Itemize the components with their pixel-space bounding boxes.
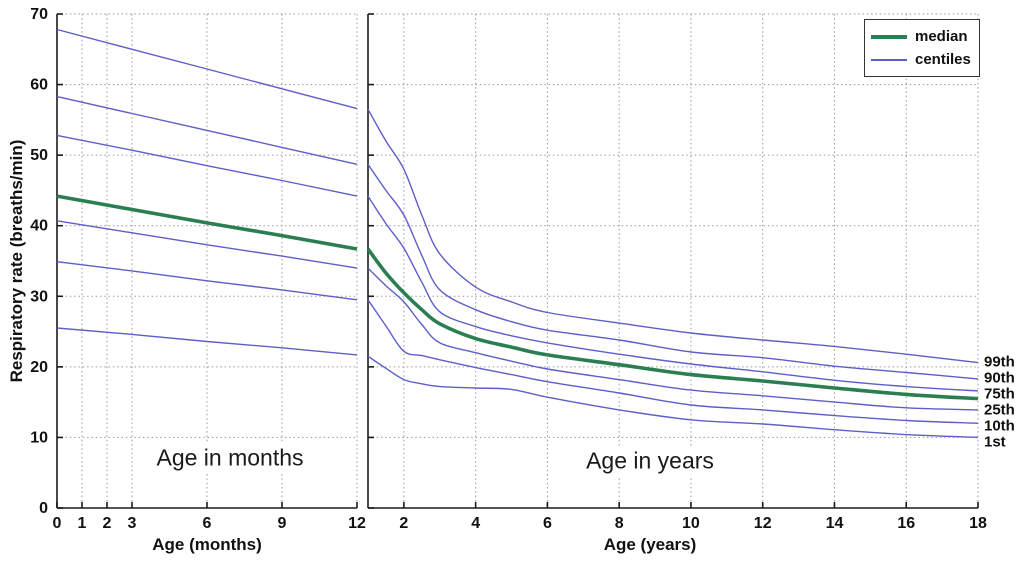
centile-label-75th: 75th [984,385,1015,403]
svg-text:12: 12 [754,515,772,532]
centile-label-25th: 25th [984,401,1015,419]
svg-text:50: 50 [30,147,48,164]
legend-median-label: median [915,28,968,45]
svg-text:10: 10 [30,429,48,446]
svg-text:10: 10 [682,515,700,532]
panel-annotation-years: Age in years [579,446,721,476]
svg-text:14: 14 [826,515,844,532]
svg-text:9: 9 [278,515,287,532]
legend-centiles-label: centiles [915,51,971,68]
svg-text:18: 18 [969,515,987,532]
centile-label-10th: 10th [984,417,1015,435]
legend: median centiles [864,19,980,77]
y-axis-title: Respiratory rate (breaths/min) [7,139,26,383]
svg-text:2: 2 [399,515,408,532]
centile-label-1st: 1st [984,433,1006,451]
svg-text:8: 8 [615,515,624,532]
panel-annotation-months: Age in months [149,443,311,473]
median-line-swatch [871,34,907,39]
svg-text:3: 3 [128,515,137,532]
svg-text:60: 60 [30,77,48,94]
svg-text:70: 70 [30,6,48,23]
svg-text:2: 2 [103,515,112,532]
x-axis-title-years: Age (years) [603,535,697,554]
svg-text:4: 4 [471,515,480,532]
legend-item-centiles: centiles [871,51,973,68]
x-axis-title-months: Age (months) [152,535,262,554]
svg-text:6: 6 [203,515,212,532]
centiles-line-swatch [871,58,907,61]
centile-label-90th: 90th [984,369,1015,387]
svg-text:30: 30 [30,288,48,305]
svg-text:20: 20 [30,359,48,376]
svg-text:6: 6 [543,515,552,532]
svg-text:1: 1 [78,515,87,532]
svg-text:16: 16 [897,515,915,532]
svg-text:0: 0 [39,500,48,517]
legend-item-median: median [871,28,973,45]
svg-text:40: 40 [30,218,48,235]
centile-label-99th: 99th [984,353,1015,371]
svg-text:12: 12 [348,515,366,532]
svg-text:0: 0 [53,515,62,532]
